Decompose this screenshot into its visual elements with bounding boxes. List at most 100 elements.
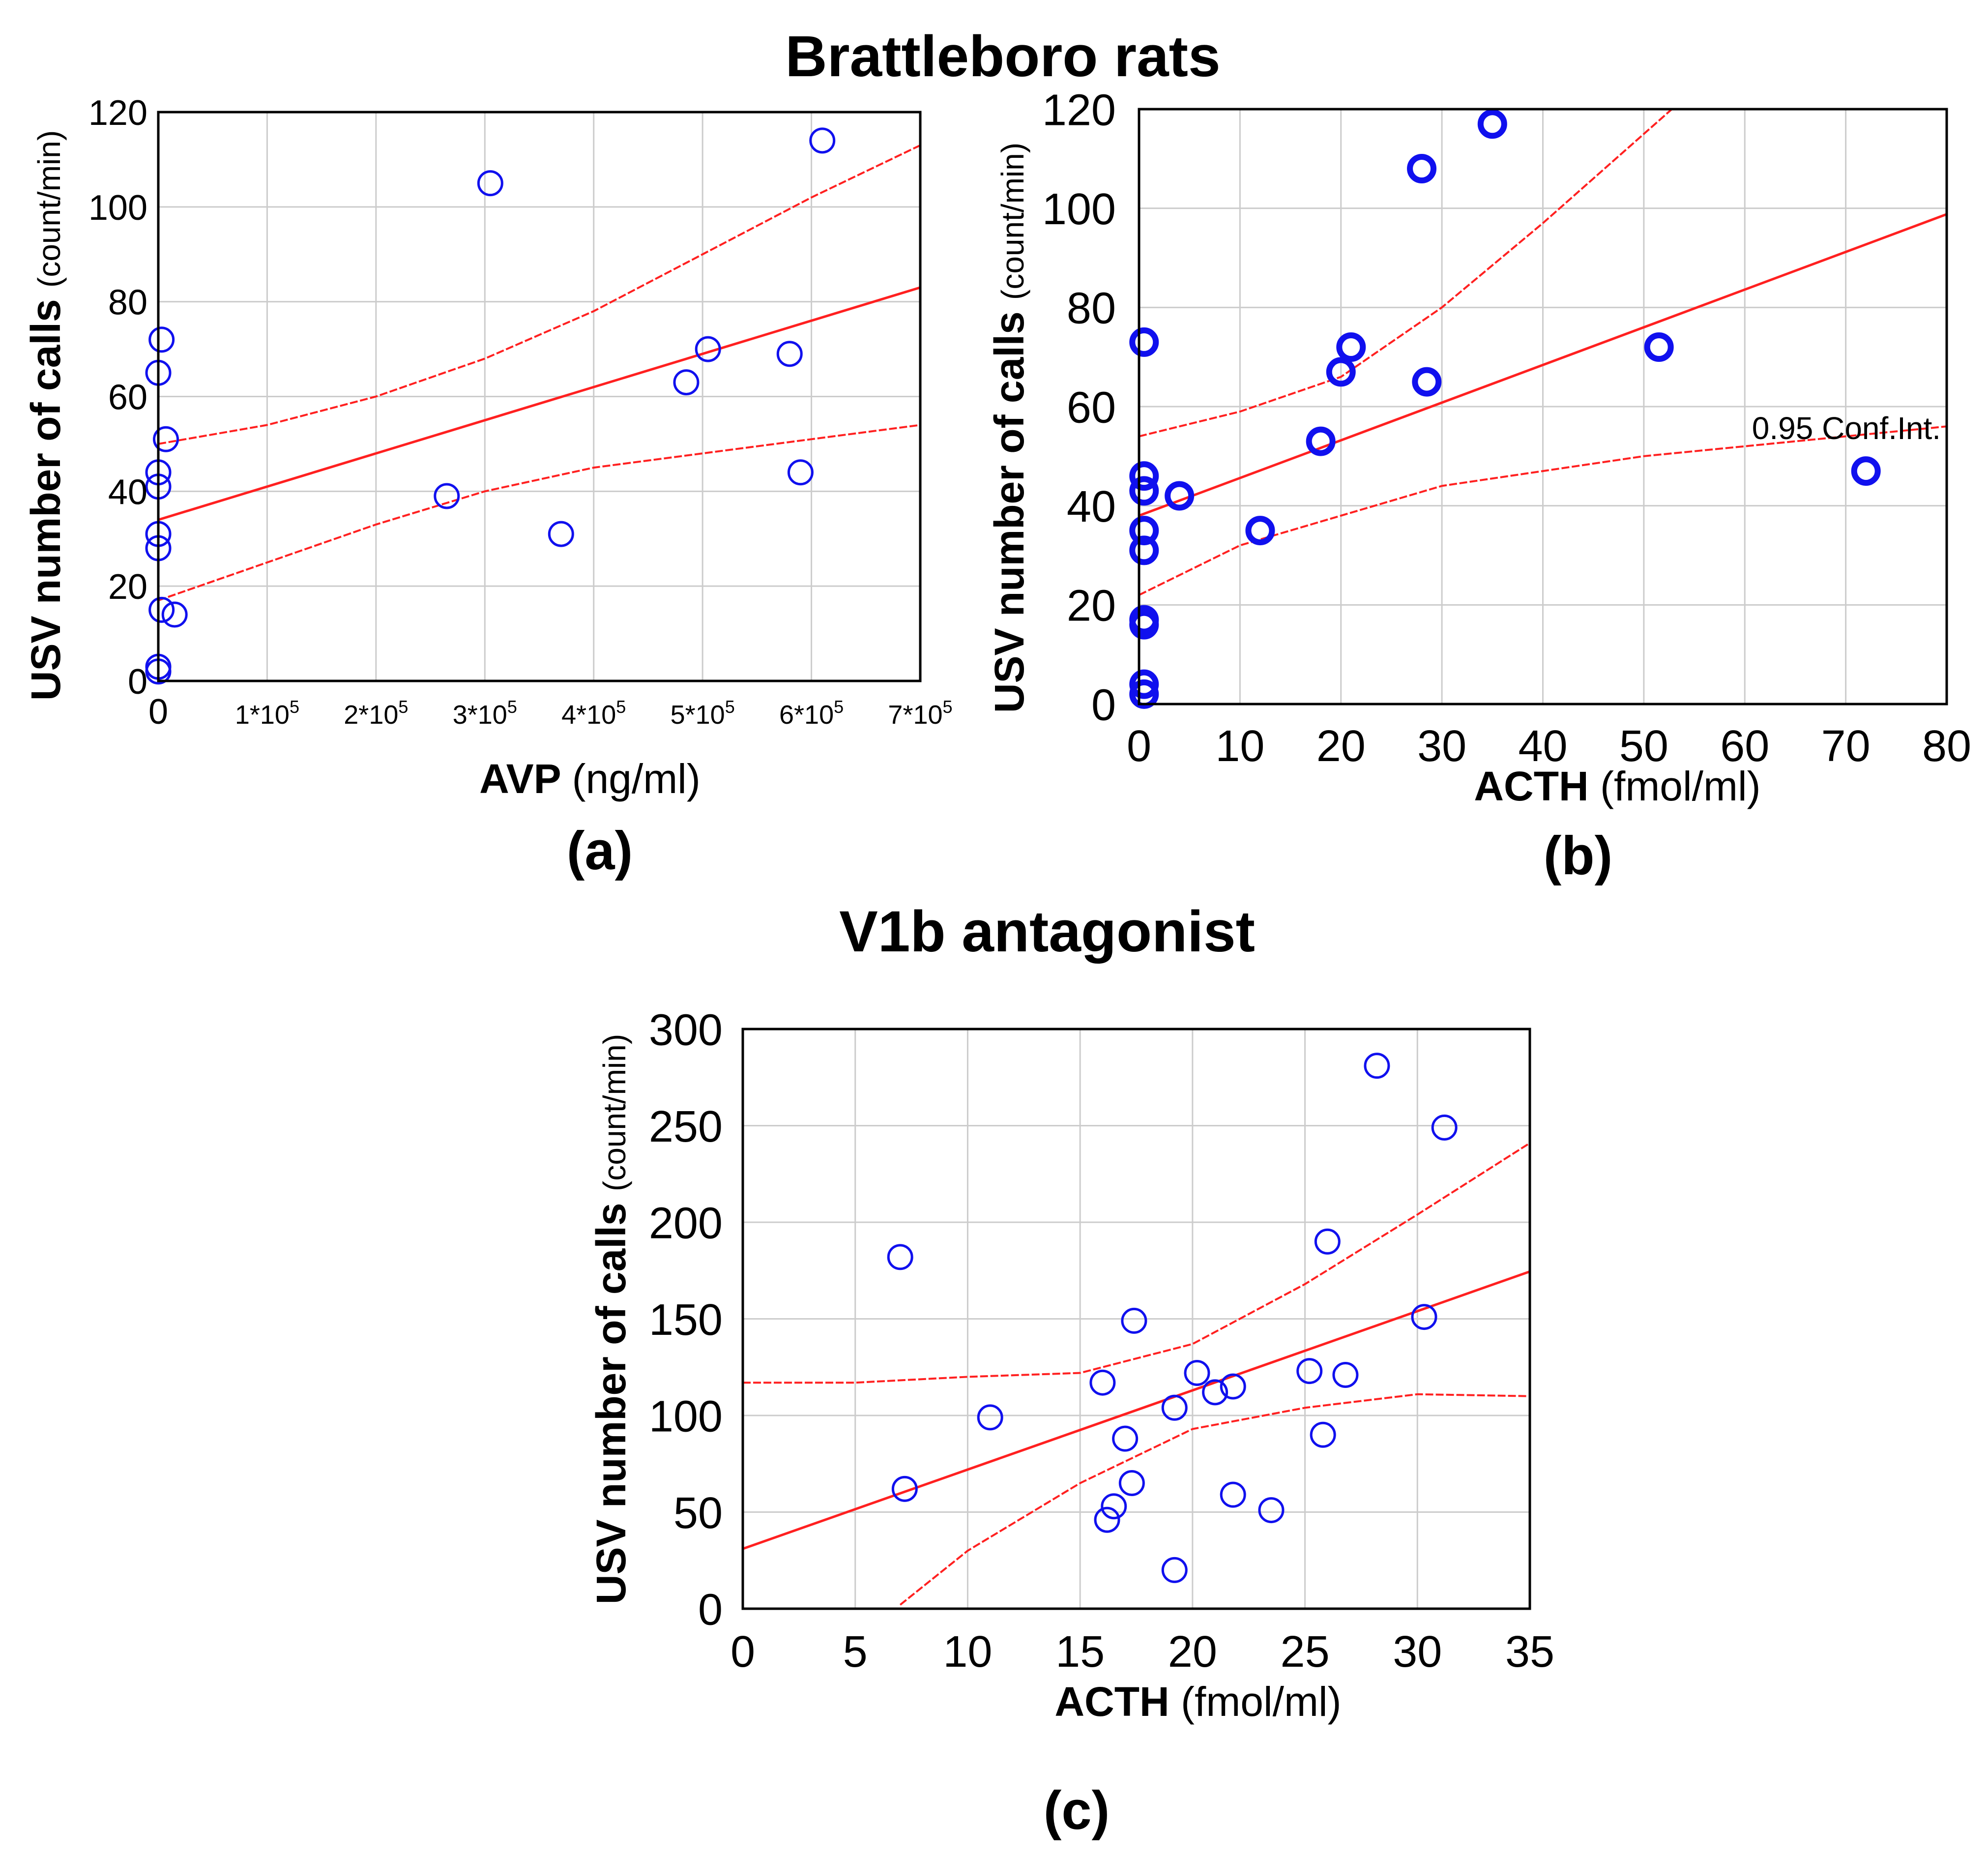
y-tick-label: 60 [1067,383,1116,432]
data-point [548,521,574,547]
plot-content [743,1142,1530,1606]
y-tick-label: 0 [698,1585,723,1634]
y-tick-label: 40 [108,472,147,512]
y-tick-label: 0 [1091,680,1116,730]
data-point [1129,461,1159,491]
x-tick-label: 7*105 [888,697,952,730]
data-point [1851,456,1881,486]
y-axis-label: USV number of calls (count/min) [588,1034,634,1604]
ci-upper-curve [158,144,920,445]
y-tick-label: 60 [108,378,147,417]
x-tick-label: 0 [1127,722,1151,771]
data-point [1094,1506,1120,1533]
y-axis-label: USV number of calls (count/min) [23,130,69,701]
plot-frame [157,111,922,682]
y-tick-label: 20 [108,567,147,607]
data-point [1129,476,1159,506]
y-tick-label: 40 [1067,482,1116,531]
data-point [1310,1421,1336,1448]
panel-b: 0 20 40 60 80 100 120 0 10 20 30 40 50 60 70 80 ACTH (fm… [986,86,1971,886]
panel-label: (c) [1044,1780,1110,1841]
x-tick-label: 0 [731,1627,755,1677]
data-point [1411,1304,1437,1330]
y-tick-label: 100 [649,1392,723,1441]
plot-frame [741,1028,1531,1610]
x-tick-label: 60 [1720,722,1769,771]
data-point [148,596,175,623]
panel-label: (a) [567,821,633,881]
y-tick-label: 0 [128,662,147,702]
data-point [1161,1557,1188,1583]
data-point [1306,426,1336,456]
data-point [1129,610,1159,640]
x-tick-label: 25 [1281,1627,1330,1677]
x-tick-label: 6*105 [779,697,844,730]
regression-line [743,1270,1530,1550]
data-point [1644,332,1674,362]
x-tick-label: 50 [1619,722,1668,771]
y-tick-label: 100 [1042,185,1116,234]
y-tick-label: 100 [88,188,147,228]
y-tick-label: 250 [649,1102,723,1151]
data-point [1220,1481,1246,1508]
data-point [1165,481,1195,511]
data-point [1245,516,1275,546]
ci-upper-curve [1139,109,1673,438]
data-point [1296,1358,1323,1385]
x-tick-label: 40 [1518,722,1567,771]
y-tick-label: 50 [673,1489,723,1538]
data-point [1326,357,1356,387]
data-point [1258,1497,1285,1524]
data-point [787,459,814,486]
data-point [891,1475,918,1502]
data-point [887,1244,913,1270]
data-point [1129,327,1159,357]
x-tick-label: 80 [1922,722,1971,771]
y-tick-label: 80 [1067,284,1116,333]
x-tick-label: 30 [1417,722,1466,771]
y-tick-label: 200 [649,1199,723,1248]
data-point [1220,1373,1246,1400]
data-point [1336,332,1366,362]
x-tick-label: 0 [148,692,168,732]
data-point [1161,1394,1188,1421]
data-point [148,326,175,353]
regression-line [1139,213,1947,517]
data-point [695,336,721,362]
x-tick-label: 5*105 [671,697,735,730]
data-point [1121,1307,1147,1334]
ci-lower-curve [158,424,920,601]
x-tick-label: 30 [1393,1627,1442,1677]
data-point [161,601,188,628]
data-point [1364,1053,1390,1079]
data-point [1129,669,1159,699]
x-tick-label: 15 [1055,1627,1105,1677]
data-point [809,127,836,154]
data-point [153,426,179,452]
data-point [1129,679,1159,709]
data-point [1129,516,1159,546]
data-point [1129,535,1159,565]
data-point [1314,1228,1341,1255]
data-point [1112,1425,1139,1452]
y-axis-label: USV number of calls (count/min) [986,143,1032,713]
ci-annotation: 0.95 Conf.Int. [1752,411,1941,446]
y-tick-label: 300 [649,1005,723,1055]
x-tick-label: 4*105 [561,697,626,730]
data-point [477,170,503,197]
x-tick-label: 3*105 [453,697,517,730]
x-tick-label: 20 [1316,722,1366,771]
data-point [1431,1114,1458,1141]
x-axis-label: ACTH (fmol/ml) [1054,1679,1341,1725]
data-point [673,369,700,396]
ci-lower-curve [899,1393,1530,1606]
plot-content [158,144,920,601]
x-tick-label: 10 [943,1627,992,1677]
y-tick-label: 80 [108,283,147,323]
data-point [1407,154,1437,183]
panel-a: 0 20 40 60 80 100 120 0 1*105 2*105 3*105 4*105 5*10… [23,93,953,881]
data-point [1184,1360,1210,1386]
y-tick-label: 120 [88,93,147,133]
y-tick-label: 20 [1067,582,1116,631]
plot-frame [1138,108,1948,706]
